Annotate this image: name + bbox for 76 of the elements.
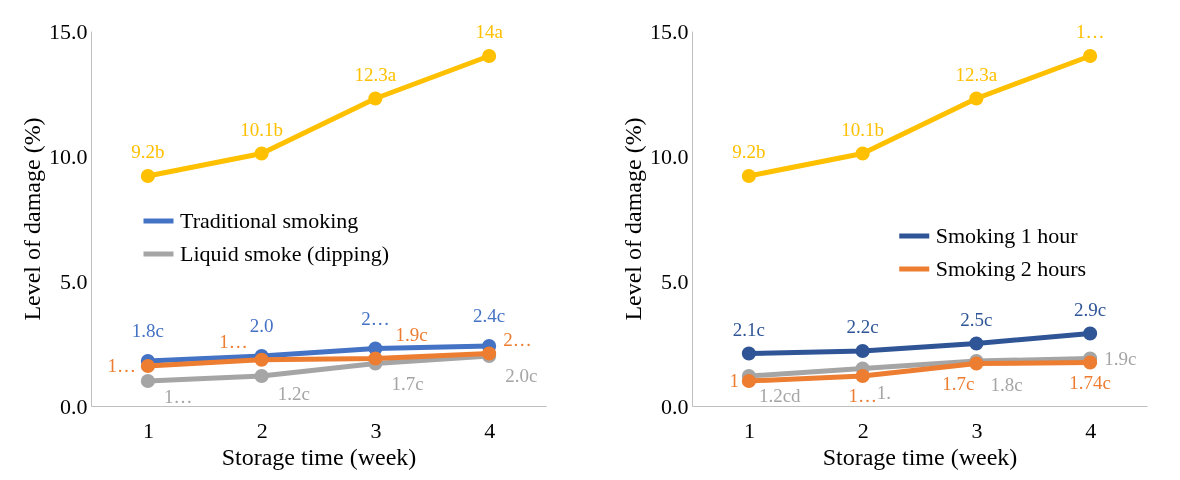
data-label: 14a bbox=[475, 21, 504, 42]
data-label: 1.8c bbox=[990, 374, 1023, 395]
point bbox=[855, 368, 870, 384]
x-tick-label: 1 bbox=[142, 417, 154, 443]
data-label: 2.5c bbox=[960, 308, 993, 330]
data-label: 2.4c bbox=[473, 305, 506, 326]
x-axis-title: Storage time (week) bbox=[822, 443, 1018, 470]
data-label: 1… bbox=[848, 385, 877, 406]
point bbox=[741, 373, 756, 389]
point bbox=[140, 168, 155, 184]
data-label: 10.1b bbox=[841, 118, 884, 140]
legend-label: Liquid smoke (dipping) bbox=[180, 241, 389, 266]
y-tick-label: 10.0 bbox=[49, 143, 88, 169]
data-label: 2… bbox=[361, 307, 390, 329]
y-tick-label: 0.0 bbox=[60, 393, 88, 419]
point bbox=[1083, 326, 1098, 341]
legend-label: Smoking 1 hour bbox=[935, 223, 1079, 248]
point bbox=[1083, 48, 1098, 64]
data-label: 1.2cd bbox=[758, 385, 802, 406]
data-label: 1.9c bbox=[395, 323, 428, 345]
data-label: 1 bbox=[729, 370, 739, 391]
data-label: 1… bbox=[107, 355, 136, 376]
data-label: 2.0 bbox=[249, 315, 274, 336]
x-tick-label: 2 bbox=[857, 417, 869, 443]
point bbox=[140, 358, 155, 374]
y-tick-label: 5.0 bbox=[60, 268, 88, 294]
data-label: 2.1c bbox=[732, 318, 765, 340]
point bbox=[254, 352, 269, 367]
x-tick-label: 3 bbox=[971, 417, 983, 443]
point bbox=[254, 368, 269, 384]
data-label: 2.9c bbox=[1074, 298, 1107, 320]
data-label: 1. bbox=[876, 381, 891, 403]
x-tick-label: 2 bbox=[256, 417, 268, 443]
point bbox=[855, 343, 870, 359]
legend-label: Smoking 2 hours bbox=[935, 256, 1087, 281]
point bbox=[741, 168, 756, 184]
y-axis-title: Level of damage (%) bbox=[620, 117, 646, 321]
y-tick-label: 0.0 bbox=[661, 393, 689, 419]
data-label: 1.9c bbox=[1104, 347, 1137, 369]
legend-label: Traditional smoking bbox=[180, 208, 359, 233]
data-label: 1… bbox=[163, 386, 193, 407]
point bbox=[855, 146, 870, 161]
point bbox=[969, 336, 984, 351]
point bbox=[1083, 355, 1098, 370]
x-axis-title: Storage time (week) bbox=[221, 443, 417, 470]
y-tick-label: 15.0 bbox=[650, 18, 689, 44]
data-label: 1.8c bbox=[131, 320, 164, 341]
y-tick-label: 5.0 bbox=[661, 268, 689, 294]
x-tick-label: 1 bbox=[743, 417, 755, 443]
data-label: 1.74c bbox=[1069, 371, 1111, 393]
x-tick-label: 3 bbox=[370, 417, 382, 443]
data-label: 10.1b bbox=[240, 118, 283, 140]
point bbox=[741, 346, 756, 361]
data-label: 12.3a bbox=[955, 63, 998, 85]
point bbox=[368, 91, 383, 106]
point bbox=[482, 48, 497, 64]
y-axis-title: Level of damage (%) bbox=[19, 117, 45, 321]
data-label: 2.0c bbox=[505, 365, 538, 386]
x-tick-label: 4 bbox=[484, 417, 496, 443]
y-tick-label: 10.0 bbox=[650, 143, 689, 169]
data-label: 1.7c bbox=[942, 372, 975, 394]
data-label: 2… bbox=[503, 328, 532, 350]
data-label: 1… bbox=[1075, 21, 1105, 42]
point bbox=[969, 91, 984, 106]
y-tick-label: 15.0 bbox=[49, 18, 88, 44]
point bbox=[140, 373, 155, 389]
point bbox=[254, 146, 269, 161]
data-label: 12.3a bbox=[354, 63, 397, 85]
data-label: 1.2c bbox=[277, 383, 310, 404]
data-label: 2.2c bbox=[846, 316, 879, 337]
data-label: 9.2b bbox=[131, 141, 165, 162]
x-tick-label: 4 bbox=[1085, 417, 1097, 443]
point bbox=[368, 351, 383, 366]
data-label: 1… bbox=[219, 330, 248, 352]
data-label: 9.2b bbox=[732, 141, 766, 162]
data-label: 1.7c bbox=[391, 372, 424, 394]
